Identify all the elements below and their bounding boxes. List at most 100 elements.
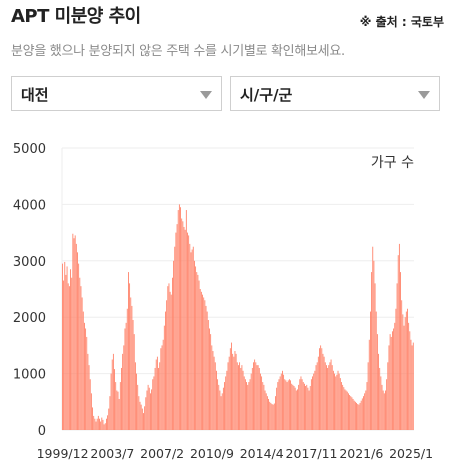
chart-bar[interactable] — [65, 274, 67, 430]
chart-bar[interactable] — [345, 390, 347, 430]
chart-bar[interactable] — [348, 393, 349, 430]
chart-bar[interactable] — [90, 393, 92, 430]
chart-bar[interactable] — [176, 224, 178, 430]
chart-bar[interactable] — [363, 396, 364, 430]
chart-bar[interactable] — [381, 384, 383, 430]
chart-bar[interactable] — [334, 373, 335, 430]
chart-bar[interactable] — [243, 376, 245, 430]
chart-bar[interactable] — [185, 210, 187, 430]
chart-bar[interactable] — [71, 277, 73, 430]
chart-bar[interactable] — [294, 387, 296, 430]
chart-bar[interactable] — [143, 413, 144, 430]
chart-bar[interactable] — [290, 380, 291, 430]
chart-bar[interactable] — [96, 418, 98, 430]
chart-bar[interactable] — [327, 367, 329, 430]
chart-bar[interactable] — [392, 331, 393, 430]
chart-bar[interactable] — [235, 353, 237, 430]
chart-bar[interactable] — [367, 362, 369, 430]
chart-bar[interactable] — [357, 404, 359, 430]
chart-bar[interactable] — [317, 356, 319, 430]
chart-bar[interactable] — [134, 362, 136, 430]
chart-bar[interactable] — [216, 370, 217, 430]
chart-bar[interactable] — [145, 397, 147, 430]
chart-bar[interactable] — [268, 398, 269, 430]
chart-bar[interactable] — [379, 367, 381, 430]
chart-bar[interactable] — [148, 387, 150, 430]
chart-bar[interactable] — [352, 398, 354, 430]
chart-bar[interactable] — [103, 424, 105, 430]
chart-bar[interactable] — [393, 328, 395, 430]
chart-bar[interactable] — [410, 339, 412, 430]
chart-bar[interactable] — [371, 272, 373, 430]
chart-bar[interactable] — [331, 365, 333, 430]
chart-bar[interactable] — [150, 393, 151, 430]
chart-bar[interactable] — [233, 356, 235, 430]
chart-bar[interactable] — [139, 401, 141, 430]
chart-bar[interactable] — [72, 233, 74, 430]
chart-bar[interactable] — [144, 406, 146, 430]
chart-bar[interactable] — [106, 418, 107, 430]
chart-bar[interactable] — [80, 286, 82, 430]
chart-bar[interactable] — [153, 376, 155, 430]
chart-bar[interactable] — [162, 339, 164, 430]
chart-bar[interactable] — [85, 328, 87, 430]
chart-bar[interactable] — [236, 362, 238, 430]
chart-bar[interactable] — [190, 252, 192, 430]
chart-bar[interactable] — [295, 390, 297, 430]
chart-bar[interactable] — [122, 353, 124, 430]
chart-bar[interactable] — [63, 280, 65, 430]
chart-bar[interactable] — [403, 325, 405, 430]
chart-bar[interactable] — [222, 387, 224, 430]
chart-bar[interactable] — [146, 390, 148, 430]
chart-bar[interactable] — [284, 379, 286, 430]
chart-bar[interactable] — [396, 283, 398, 430]
chart-bar[interactable] — [338, 373, 340, 430]
chart-bar[interactable] — [323, 356, 325, 430]
chart-bar[interactable] — [155, 359, 157, 431]
chart-bar[interactable] — [173, 260, 175, 430]
chart-bar[interactable] — [373, 260, 375, 430]
chart-bar[interactable] — [102, 419, 104, 430]
chart-bar[interactable] — [307, 387, 309, 430]
chart-bar[interactable] — [228, 356, 230, 430]
chart-bar[interactable] — [254, 359, 256, 431]
chart-bar[interactable] — [126, 308, 128, 430]
chart-bar[interactable] — [204, 300, 206, 430]
chart-bar[interactable] — [124, 328, 126, 430]
chart-bar[interactable] — [279, 376, 281, 430]
chart-bar[interactable] — [408, 322, 410, 430]
chart-bar[interactable] — [389, 334, 391, 430]
chart-bar[interactable] — [93, 415, 95, 430]
chart-bar[interactable] — [160, 348, 162, 430]
chart-bar[interactable] — [79, 277, 81, 430]
chart-bar[interactable] — [339, 378, 341, 430]
chart-bar[interactable] — [182, 221, 184, 430]
chart-bar[interactable] — [336, 374, 338, 430]
chart-bar[interactable] — [73, 238, 75, 430]
chart-bar[interactable] — [194, 260, 195, 430]
chart-bar[interactable] — [277, 382, 279, 430]
chart-bar[interactable] — [397, 255, 399, 430]
chart-bar[interactable] — [304, 383, 305, 430]
chart-bar[interactable] — [118, 398, 120, 430]
chart-bar[interactable] — [130, 297, 132, 430]
chart-bar[interactable] — [137, 384, 139, 430]
chart-bar[interactable] — [231, 342, 232, 430]
chart-bar[interactable] — [89, 379, 91, 430]
chart-bar[interactable] — [310, 379, 312, 430]
chart-bar[interactable] — [138, 396, 140, 430]
chart-bar[interactable] — [286, 382, 288, 430]
chart-bar[interactable] — [349, 395, 351, 430]
chart-bar[interactable] — [195, 266, 197, 430]
chart-bar[interactable] — [394, 322, 396, 430]
chart-bar[interactable] — [306, 384, 308, 430]
chart-bar[interactable] — [246, 382, 247, 430]
chart-bar[interactable] — [385, 390, 386, 430]
chart-bar[interactable] — [305, 386, 307, 430]
chart-bar[interactable] — [298, 384, 300, 430]
chart-bar[interactable] — [263, 384, 265, 430]
chart-bar[interactable] — [107, 415, 109, 430]
chart-bar[interactable] — [227, 362, 229, 430]
chart-bar[interactable] — [100, 421, 102, 430]
chart-bar[interactable] — [147, 384, 149, 430]
